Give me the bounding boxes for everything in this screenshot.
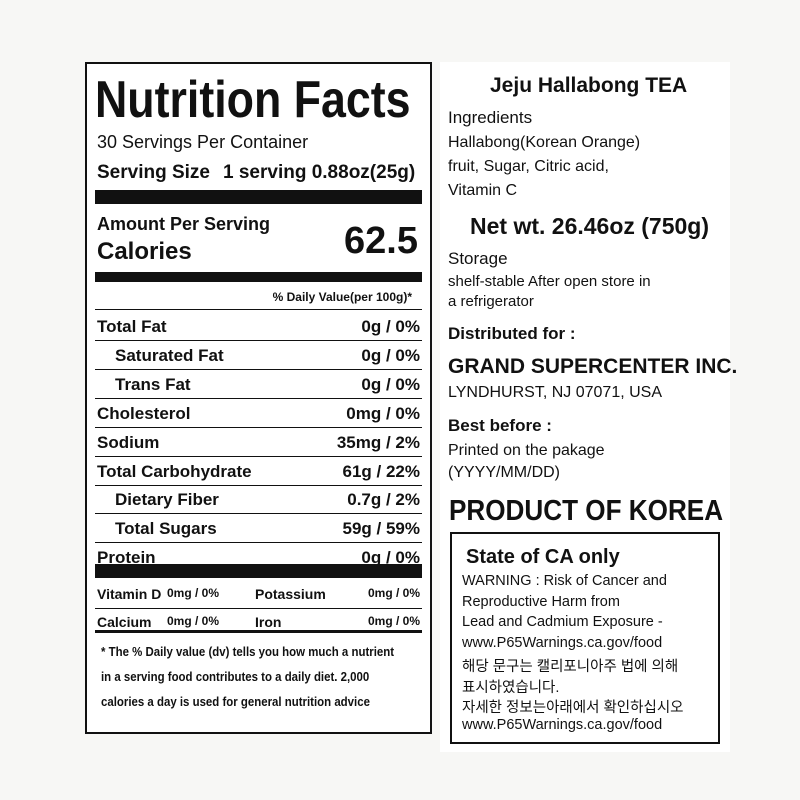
micronutrient-amount: 0mg / 0% — [167, 614, 220, 628]
rule — [95, 309, 422, 310]
nutrient-name: Total Carbohydrate — [97, 461, 252, 481]
nutrient-row: Sodium 35mg / 2% — [95, 428, 422, 457]
nutrient-amount: 0g / 0% — [361, 345, 420, 365]
nutrient-row: Trans Fat 0g / 0% — [95, 370, 422, 399]
warning-line: WARNING : Risk of Cancer and — [462, 573, 667, 589]
calories-label: Calories — [97, 238, 192, 265]
nutrition-facts-box: Nutrition Facts 30 Servings Per Containe… — [85, 62, 432, 734]
servings: 30 Servings Per Container — [97, 132, 309, 152]
rule — [95, 630, 422, 633]
warning-line: 자세한 정보는아래에서 확인하십시오 — [462, 700, 684, 716]
nutrient-name: Dietary Fiber — [115, 490, 219, 510]
footnote-line: calories a day is used for general nutri… — [101, 694, 370, 709]
warning-line: Reproductive Harm from — [462, 593, 620, 610]
micronutrient-row: Calcium 0mg / 0% Iron 0mg / 0% — [95, 608, 422, 636]
amount-per-serving: Amount Per Serving — [97, 214, 271, 234]
nutrient-amount: 0mg / 0% — [346, 403, 420, 423]
warning-title: State of CA only — [466, 546, 620, 568]
footnote-line: * The % Daily value (dv) tells you how m… — [101, 644, 395, 659]
micronutrient-name: Iron — [255, 614, 282, 630]
nutrient-name: Saturated Fat — [115, 345, 224, 365]
ingredient-line: Hallabong(Korean Orange) — [448, 134, 641, 151]
serving-size: 1 serving 0.88oz(25g) — [223, 162, 416, 183]
micronutrient-amount: 0mg / 0% — [167, 586, 220, 600]
calories: 62.5 — [344, 220, 418, 262]
nutrient-name: Sodium — [97, 432, 160, 452]
micronutrient-name: Calcium — [97, 614, 152, 630]
best-before-line: Printed on the pakage — [448, 442, 605, 459]
nutrient-amount: 59g / 59% — [342, 519, 421, 539]
right-panel — [440, 62, 730, 752]
best-before-label: Best before : — [448, 416, 552, 435]
micronutrient-name: Vitamin D — [97, 586, 162, 602]
thick-rule — [95, 190, 422, 204]
nutrient-row: Saturated Fat 0g / 0% — [95, 341, 422, 370]
nutrient-amount: 0.7g / 2% — [347, 490, 420, 510]
warning-line: www.P65Warnings.ca.gov/food — [462, 716, 663, 733]
nutrient-row: Total Fat 0g / 0% — [95, 312, 422, 341]
micronutrient-row: Vitamin D 0mg / 0% Potassium 0mg / 0% — [95, 580, 422, 609]
nutrient-amount: 0g / 0% — [361, 548, 420, 568]
nutrient-name: Protein — [97, 548, 156, 568]
nutrient-name: Cholesterol — [97, 403, 191, 423]
nutrient-row: Dietary Fiber 0.7g / 2% — [95, 485, 422, 515]
thick-rule — [95, 564, 422, 578]
title: Nutrition Facts — [95, 71, 411, 129]
distributed-label: Distributed for : — [448, 324, 576, 343]
nutrient-row: Cholesterol 0mg / 0% — [95, 399, 422, 428]
nutrient-name: Trans Fat — [115, 374, 191, 394]
nutrient-name: Total Fat — [97, 317, 167, 336]
nutrient-amount: 0g / 0% — [361, 374, 420, 394]
distributor-address: LYNDHURST, NJ 07071, USA — [448, 384, 662, 401]
micronutrient-amount: 0mg / 0% — [367, 614, 420, 628]
nutrient-name: Total Sugars — [115, 519, 217, 539]
ingredient-line: fruit, Sugar, Citric acid, — [448, 158, 609, 175]
product-name: Jeju Hallabong TEA — [490, 74, 688, 97]
thick-rule — [95, 272, 422, 282]
warning-line: www.P65Warnings.ca.gov/food — [462, 634, 663, 651]
origin: PRODUCT OF KOREA — [449, 495, 724, 527]
warning-line: Lead and Cadmium Exposure - — [462, 614, 663, 630]
net-weight: Net wt. 26.46oz (750g) — [470, 213, 710, 239]
micronutrient-amount: 0mg / 0% — [367, 586, 420, 600]
micronutrient-name: Potassium — [255, 586, 326, 602]
storage-label: Storage — [448, 249, 508, 268]
nutrient-amount: 61g / 22% — [342, 461, 421, 481]
nutrient-amount: 35mg / 2% — [336, 432, 420, 452]
ingredients-label: Ingredients — [448, 108, 533, 127]
nutrient-row: Total Carbohydrate 61g / 22% — [95, 457, 422, 486]
best-before-line: (YYYY/MM/DD) — [448, 464, 560, 481]
ingredient-line: Vitamin C — [448, 182, 518, 199]
warning-line: 해당 문구는 캘리포니아주 법에 의해 — [462, 659, 679, 675]
warning-box — [450, 532, 720, 744]
nutrient-amount: 0g / 0% — [361, 317, 420, 336]
footnote-line: in a serving food contributes to a daily… — [101, 669, 370, 684]
nutrient-row: Total Sugars 59g / 59% — [95, 514, 422, 544]
distributor-name: GRAND SUPERCENTER INC. — [448, 355, 738, 378]
dv-header: % Daily Value(per 100g)* — [272, 290, 412, 304]
storage-line: a refrigerator — [448, 293, 534, 310]
warning-line: 표시하였습니다. — [462, 679, 560, 696]
serving-size-label: Serving Size — [97, 162, 210, 183]
storage-line: shelf-stable After open store in — [448, 273, 651, 290]
